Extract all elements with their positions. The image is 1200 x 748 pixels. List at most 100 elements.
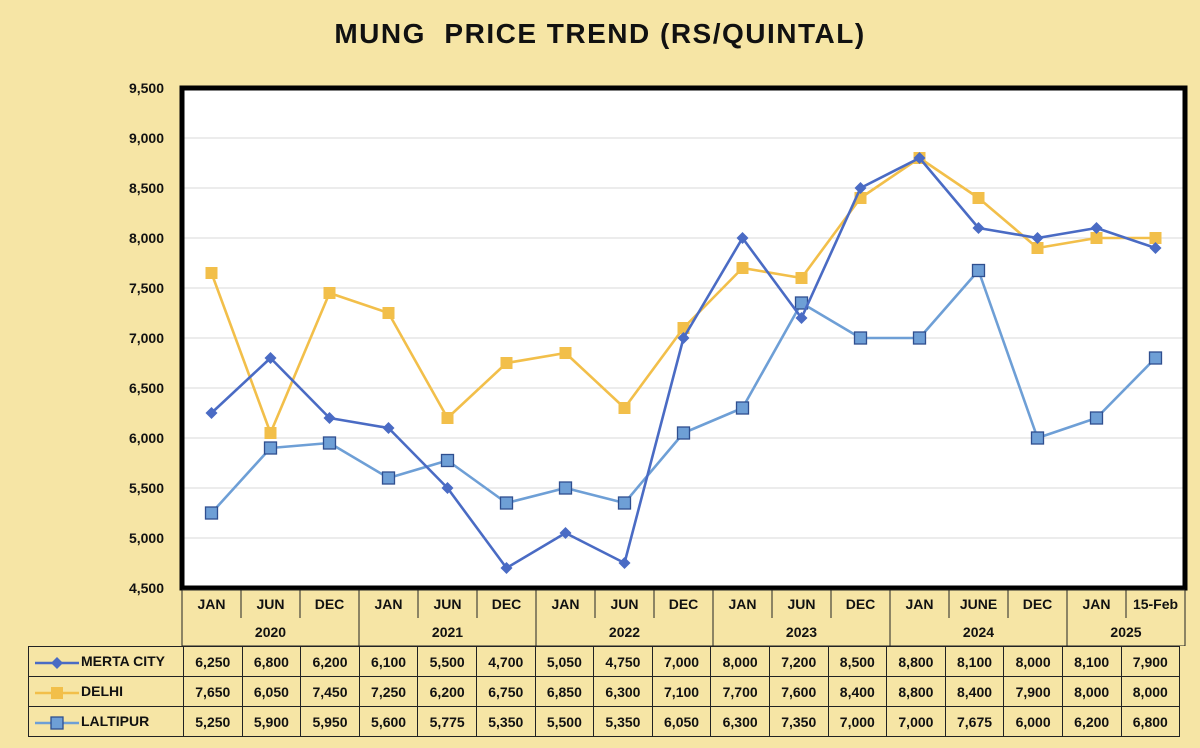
- y-tick-label: 5,500: [129, 480, 164, 496]
- table-row: MERTA CITY 6,250 6,800 6,200 6,100 5,500 4,700…: [28, 646, 1181, 677]
- table-cell: 6,300: [710, 706, 770, 737]
- data-point: [205, 407, 218, 419]
- data-point: [264, 427, 277, 439]
- data-point: [677, 332, 690, 344]
- table-cell: 4,750: [593, 646, 653, 677]
- x-tick-label: JAN: [197, 596, 225, 612]
- table-cell: 8,800: [886, 676, 946, 707]
- table-cell: 6,250: [183, 646, 243, 677]
- data-point: [617, 496, 632, 510]
- table-cell: 5,950: [300, 706, 360, 737]
- table-cell: 6,200: [300, 646, 360, 677]
- x-tick-label: JUN: [610, 596, 638, 612]
- table-cell: 8,000: [1120, 676, 1181, 707]
- data-point: [382, 422, 395, 434]
- year-label: 2025: [1110, 624, 1141, 640]
- data-point: [735, 401, 750, 415]
- y-tick-label: 9,000: [129, 130, 164, 146]
- data-point: [972, 192, 985, 204]
- data-point: [736, 232, 749, 244]
- legend-entry: LALTIPUR: [28, 706, 184, 737]
- data-point: [618, 557, 631, 569]
- data-point: [264, 352, 277, 364]
- data-point: [1149, 232, 1162, 244]
- table-cell: 5,050: [534, 646, 595, 677]
- y-tick-label: 8,500: [129, 180, 164, 196]
- table-cell: 5,350: [593, 706, 653, 737]
- data-point: [972, 222, 985, 234]
- table-cell: 8,400: [827, 676, 888, 707]
- table-cell: 7,450: [300, 676, 360, 707]
- x-tick-label: DEC: [315, 596, 345, 612]
- data-point: [971, 263, 986, 278]
- x-tick-label: JUN: [787, 596, 815, 612]
- table-cell: 5,350: [475, 706, 536, 737]
- x-tick-label: JUN: [256, 596, 284, 612]
- y-tick-label: 6,000: [129, 430, 164, 446]
- data-point: [263, 441, 278, 455]
- data-point: [381, 471, 396, 485]
- table-cell: 7,350: [768, 706, 829, 737]
- table-cell: 8,000: [1003, 646, 1063, 677]
- table-cell: 7,250: [358, 676, 419, 707]
- data-point: [500, 357, 513, 369]
- table-cell: 7,000: [886, 706, 946, 737]
- table-cell: 7,675: [944, 706, 1005, 737]
- table-cell: 6,000: [1003, 706, 1063, 737]
- x-tick-label: DEC: [669, 596, 699, 612]
- table-cell: 6,850: [534, 676, 595, 707]
- year-label: 2021: [432, 624, 463, 640]
- table-cell: 6,200: [1061, 706, 1122, 737]
- table-cell: 5,250: [183, 706, 243, 737]
- legend-key: [35, 656, 79, 669]
- data-point: [853, 331, 868, 345]
- data-point: [559, 527, 572, 539]
- data-point: [559, 347, 572, 359]
- legend-key: [35, 686, 79, 699]
- data-point: [795, 312, 808, 324]
- x-tick-label: JUNE: [960, 596, 997, 612]
- legend-entry: MERTA CITY: [28, 646, 184, 677]
- table-cell: 7,000: [827, 706, 888, 737]
- chart-title: MUNG PRICE TREND (RS/QUINTAL): [334, 18, 866, 49]
- data-point: [441, 482, 454, 494]
- year-label: 2020: [255, 624, 286, 640]
- table-row: LALTIPUR 5,250 5,900 5,950 5,600 5,775 5,350 5,…: [28, 706, 1181, 737]
- y-tick-label: 5,000: [129, 530, 164, 546]
- data-point: [676, 426, 691, 440]
- table-cell: 7,100: [651, 676, 712, 707]
- table-cell: 7,600: [768, 676, 829, 707]
- x-tick-label: JAN: [551, 596, 579, 612]
- data-point: [500, 562, 513, 574]
- data-point: [1030, 431, 1045, 445]
- table-cell: 8,400: [944, 676, 1005, 707]
- plot-border: [179, 85, 1188, 591]
- data-point: [499, 496, 514, 510]
- year-label: 2022: [609, 624, 640, 640]
- data-point: [441, 412, 454, 424]
- data-point: [382, 307, 395, 319]
- data-point: [736, 262, 749, 274]
- table-cell: 8,500: [827, 646, 888, 677]
- data-point: [1089, 411, 1104, 425]
- data-point: [1148, 351, 1163, 365]
- table-cell: 5,500: [417, 646, 477, 677]
- x-tick-label: JAN: [728, 596, 756, 612]
- data-point: [1090, 232, 1103, 244]
- table-cell: 6,800: [241, 646, 302, 677]
- x-tick-label: JUN: [433, 596, 461, 612]
- table-cell: 5,500: [534, 706, 595, 737]
- line-chart: 4,500 5,000 5,500 6,000 6,500 7,000 7,500 8,000…: [129, 80, 1188, 646]
- table-cell: 6,800: [1120, 706, 1181, 737]
- data-point: [322, 436, 337, 450]
- table-cell: 6,050: [241, 676, 302, 707]
- table-cell: 5,900: [241, 706, 302, 737]
- data-point: [323, 412, 336, 424]
- table-cell: 7,000: [651, 646, 712, 677]
- x-tick-label: JAN: [374, 596, 402, 612]
- data-point: [913, 152, 926, 164]
- table-cell: 7,650: [183, 676, 243, 707]
- data-point: [1031, 242, 1044, 254]
- table-cell: 4,700: [475, 646, 536, 677]
- data-point: [440, 453, 455, 468]
